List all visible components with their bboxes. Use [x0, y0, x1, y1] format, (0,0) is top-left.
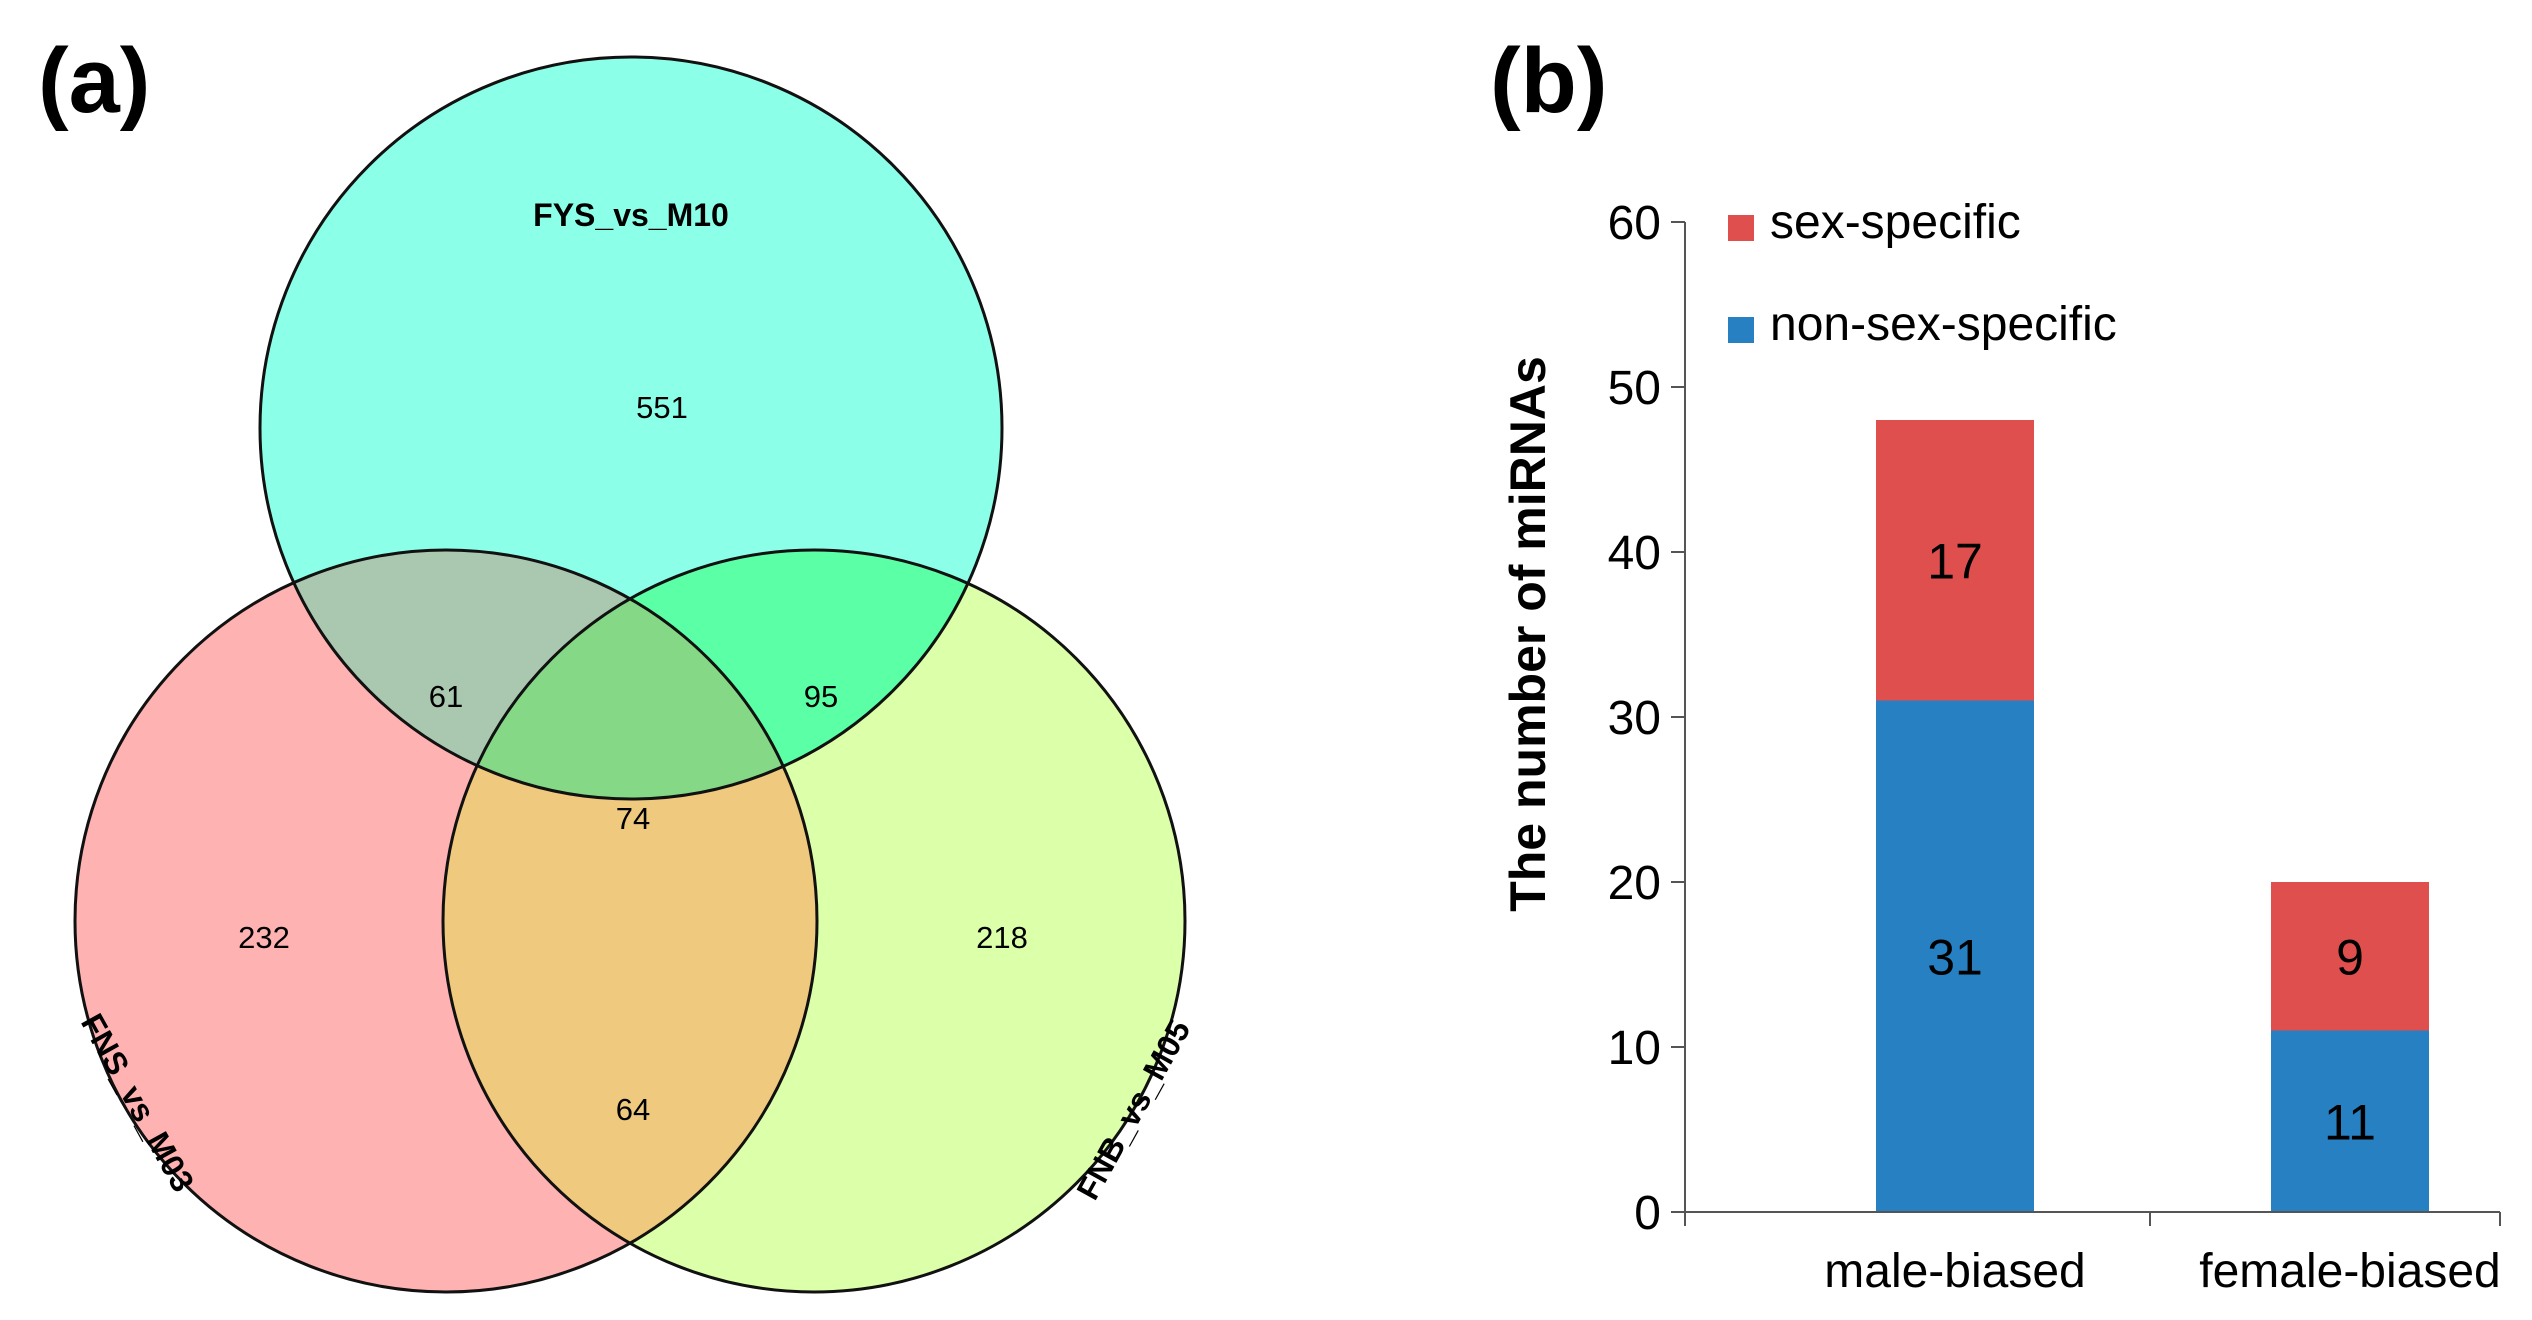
- y-tick-label: 10: [1608, 1022, 1661, 1075]
- y-tick-label: 0: [1634, 1187, 1661, 1240]
- panel-a-label: (a): [38, 30, 150, 132]
- legend-swatch-non-sex-specific: [1728, 317, 1754, 343]
- venn-panel: (a) FYS_vs_M10: [38, 30, 1197, 1294]
- data-label-non-sex-specific-female-biased: 11: [2324, 1094, 2376, 1150]
- legend: sex-specific non-sex-specific: [1728, 196, 2117, 351]
- region-value-fys-only: 551: [636, 390, 688, 425]
- bar-non-sex-specific-male-biased: [1876, 700, 2034, 1212]
- venn-outlines: [73, 55, 1187, 1294]
- venn-overlap-all: [443, 550, 817, 799]
- x-axis-ticks: male-biased female-biased: [1684, 1212, 2501, 1298]
- bar-panel: (b) The number of miRNAs 0 10 20 30 40 50 60 3…: [1490, 30, 2501, 1298]
- bar-data-labels: 31 17 11 9: [1927, 533, 2376, 1150]
- bar-sex-specific-male-biased: [1876, 420, 2034, 701]
- bars: [1876, 420, 2429, 1212]
- data-label-non-sex-specific-male-biased: 31: [1927, 929, 1983, 985]
- y-tick-label: 30: [1608, 692, 1661, 745]
- y-axis-label: The number of miRNAs: [1500, 356, 1556, 912]
- bar-non-sex-specific-female-biased: [2271, 1030, 2429, 1212]
- y-tick-label: 20: [1608, 857, 1661, 910]
- legend-label-non-sex-specific: non-sex-specific: [1770, 298, 2117, 351]
- data-label-sex-specific-male-biased: 17: [1927, 533, 1983, 589]
- region-value-fns-only: 232: [238, 920, 290, 955]
- region-value-fys-fns: 61: [429, 679, 463, 714]
- y-tick-label: 60: [1608, 197, 1661, 250]
- x-tick-label-female-biased: female-biased: [2199, 1245, 2501, 1298]
- region-value-all: 74: [616, 801, 650, 836]
- set-label-fys: FYS_vs_M10: [533, 197, 729, 233]
- y-tick-label: 50: [1608, 362, 1661, 415]
- panel-b-label: (b): [1490, 30, 1607, 132]
- y-tick-label: 40: [1608, 527, 1661, 580]
- y-axis-ticks: 0 10 20 30 40 50 60: [1608, 197, 1685, 1240]
- legend-swatch-sex-specific: [1728, 215, 1754, 241]
- x-tick-label-male-biased: male-biased: [1824, 1245, 2085, 1298]
- region-value-fnb-only: 218: [976, 920, 1028, 955]
- data-label-sex-specific-female-biased: 9: [2336, 929, 2364, 985]
- region-value-fys-fnb: 95: [804, 679, 838, 714]
- region-value-fns-fnb: 64: [616, 1092, 650, 1127]
- legend-label-sex-specific: sex-specific: [1770, 196, 2021, 249]
- bar-sex-specific-female-biased: [2271, 882, 2429, 1031]
